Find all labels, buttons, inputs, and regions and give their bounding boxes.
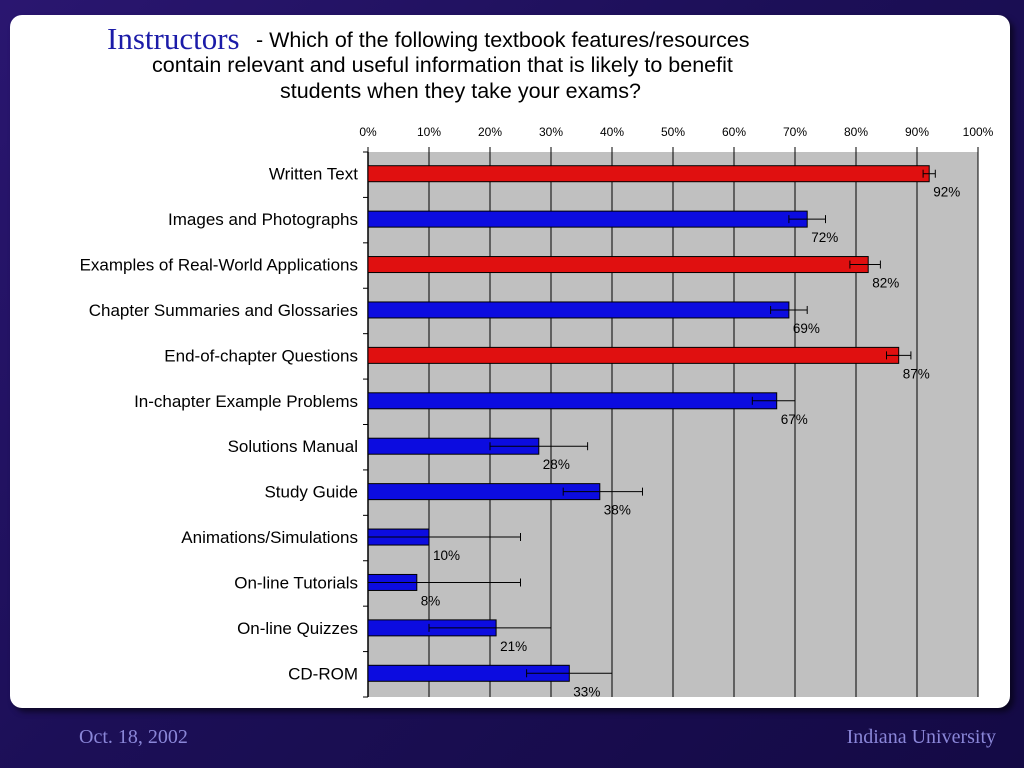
x-tick-label: 90%: [905, 125, 929, 139]
x-tick-label: 30%: [539, 125, 563, 139]
x-tick-label: 60%: [722, 125, 746, 139]
x-tick-label: 0%: [359, 125, 377, 139]
data-label: 8%: [421, 593, 441, 608]
x-tick-label: 50%: [661, 125, 685, 139]
x-tick-label: 70%: [783, 125, 807, 139]
category-label: Chapter Summaries and Glossaries: [89, 301, 358, 320]
data-label: 28%: [543, 457, 570, 472]
category-label: CD-ROM: [288, 664, 358, 683]
data-label: 67%: [781, 412, 808, 427]
title-line-1: - Which of the following textbook featur…: [256, 28, 750, 52]
slide-title: Instructors - Which of the following tex…: [10, 15, 1010, 115]
footer-institution: Indiana University: [846, 726, 996, 748]
data-label: 10%: [433, 548, 460, 563]
bar: [367, 346, 900, 364]
slide-panel: Instructors - Which of the following tex…: [10, 15, 1010, 708]
category-label: Examples of Real-World Applications: [80, 256, 358, 275]
x-tick-label: 100%: [963, 125, 994, 139]
category-label: On-line Quizzes: [237, 619, 358, 638]
bar: [367, 210, 808, 228]
title-line-2: contain relevant and useful information …: [152, 53, 733, 77]
category-label: Written Text: [269, 165, 358, 184]
x-tick-label: 20%: [478, 125, 502, 139]
bar: [367, 301, 790, 319]
data-label: 38%: [604, 503, 631, 518]
category-label: On-line Tutorials: [234, 573, 358, 592]
category-label: In-chapter Example Problems: [134, 392, 358, 411]
title-line-3: students when they take your exams?: [280, 79, 641, 103]
x-tick-label: 80%: [844, 125, 868, 139]
category-label: Animations/Simulations: [181, 528, 358, 547]
category-label: Images and Photographs: [168, 210, 358, 229]
title-prefix: Instructors: [107, 21, 240, 56]
bar: [367, 256, 869, 274]
bar: [367, 165, 930, 183]
x-tick-label: 10%: [417, 125, 441, 139]
data-label: 72%: [811, 230, 838, 245]
category-label: Study Guide: [264, 483, 358, 502]
bar-chart: 0% 10% 20% 30% 40% 50% 60% 70% 80% 90% 100% Written…: [80, 125, 994, 699]
category-label: Solutions Manual: [228, 437, 358, 456]
data-label: 92%: [933, 185, 960, 200]
category-label: End-of-chapter Questions: [164, 346, 358, 365]
data-label: 87%: [903, 366, 930, 381]
data-label: 33%: [573, 684, 600, 699]
x-tick-label: 40%: [600, 125, 624, 139]
data-label: 69%: [793, 321, 820, 336]
footer-date: Oct. 18, 2002: [79, 726, 188, 748]
bar: [367, 392, 778, 410]
data-label: 82%: [872, 276, 899, 291]
data-label: 21%: [500, 639, 527, 654]
